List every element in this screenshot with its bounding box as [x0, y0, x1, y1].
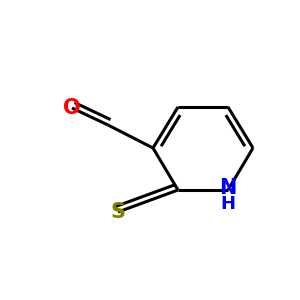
Text: S: S	[110, 202, 125, 222]
Text: N: N	[219, 178, 237, 198]
Text: H: H	[220, 195, 236, 213]
Text: O: O	[63, 98, 81, 118]
